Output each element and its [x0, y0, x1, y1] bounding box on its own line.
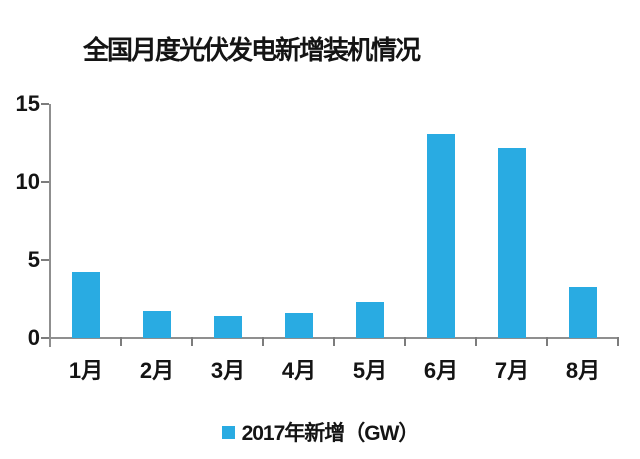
x-axis-label-7月: 7月 [494, 358, 530, 383]
y-axis-line [49, 104, 51, 347]
bar-2月 [143, 311, 171, 338]
legend: 2017年新增（GW） [0, 417, 640, 447]
x-axis-line [43, 337, 619, 339]
chart-title: 全国月度光伏发电新增装机情况 [83, 35, 421, 65]
legend-swatch-icon [221, 425, 235, 439]
bar-5月 [356, 302, 384, 338]
bar-6月 [427, 134, 455, 338]
x-axis-label-1月: 1月 [68, 358, 104, 383]
bar-4月 [285, 313, 313, 338]
y-axis-tick [41, 259, 49, 261]
bar-7月 [498, 148, 526, 338]
y-tick-label: 10 [15, 169, 40, 194]
y-tick-label: 0 [27, 325, 40, 350]
legend-label: 2017年新增（GW） [241, 422, 420, 445]
x-axis-tick [120, 337, 122, 346]
y-axis-tick [41, 181, 49, 183]
bar-3月 [214, 316, 242, 338]
x-axis-tick [475, 337, 477, 346]
x-axis-tick [617, 337, 619, 346]
y-tick-label: 15 [15, 91, 40, 116]
bar-1月 [72, 272, 100, 338]
x-axis-label-5月: 5月 [352, 358, 388, 383]
x-axis-label-2月: 2月 [139, 358, 175, 383]
bar-8月 [569, 287, 597, 338]
y-tick-label: 5 [27, 247, 40, 272]
x-axis-tick [546, 337, 548, 346]
x-axis-label-6月: 6月 [423, 358, 459, 383]
x-axis-tick [404, 337, 406, 346]
x-axis-tick [191, 337, 193, 346]
y-axis-tick [41, 337, 49, 339]
x-axis-label-8月: 8月 [565, 358, 601, 383]
x-axis-tick [333, 337, 335, 346]
x-axis-tick [262, 337, 264, 346]
x-axis-label-4月: 4月 [281, 358, 317, 383]
x-axis-label-3月: 3月 [210, 358, 246, 383]
y-axis-tick [41, 103, 49, 105]
